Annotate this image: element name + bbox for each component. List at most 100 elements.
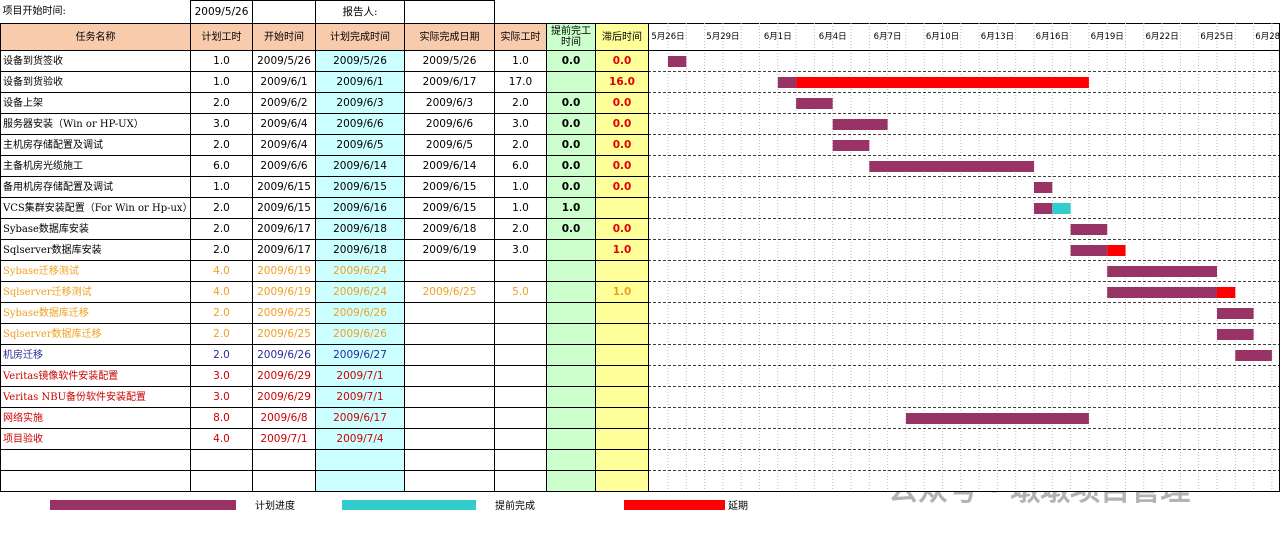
empty-row	[0, 449, 649, 471]
cell: 备用机房存储配置及调试	[0, 176, 191, 198]
cell: 2009/6/15	[315, 176, 405, 198]
plan-bar	[668, 56, 687, 67]
empty-row	[0, 470, 649, 492]
cell: 2009/6/3	[315, 92, 405, 114]
cell: 设备到货验收	[0, 71, 191, 93]
cell	[546, 281, 596, 303]
watermark: 公众号 · 墩墩项目管理	[888, 492, 1190, 508]
cell	[546, 365, 596, 387]
cell: 1.0	[595, 281, 649, 303]
cell: 2009/6/2	[252, 92, 316, 114]
cell: 2009/7/1	[252, 428, 316, 450]
cell	[595, 197, 649, 219]
cell: 设备上架	[0, 92, 191, 114]
cell: 2009/6/15	[404, 197, 495, 219]
cell	[546, 302, 596, 324]
task-row: 主机房存储配置及调试 2.0 2009/6/4 2009/6/5 2009/6/5 2.0…	[0, 134, 649, 156]
plan-bar	[1070, 245, 1108, 256]
cell: 2.0	[494, 92, 547, 114]
cell: 2.0	[190, 344, 253, 366]
task-row: 机房迁移 2.0 2009/6/26 2009/6/27	[0, 344, 649, 366]
legend-swatch	[342, 500, 476, 510]
cell: 2009/6/17	[252, 239, 316, 261]
cell	[315, 449, 405, 471]
cell	[494, 323, 547, 345]
cell: 2009/7/1	[315, 365, 405, 387]
cell	[252, 0, 316, 24]
cell	[252, 470, 316, 492]
timeline-label: 6月13日	[981, 32, 1014, 42]
cell	[404, 365, 495, 387]
cell: 2009/6/15	[252, 197, 316, 219]
cell: 2009/6/24	[315, 260, 405, 282]
timeline-label: 6月28日	[1255, 32, 1280, 42]
cell: 2.0	[190, 239, 253, 261]
cell: 2009/7/4	[315, 428, 405, 450]
cell: 2009/6/15	[404, 176, 495, 198]
cell: Sybase数据库安装	[0, 218, 191, 240]
task-row: 服务器安装（Win or HP-UX） 3.0 2009/6/4 2009/6/6 20…	[0, 113, 649, 135]
cell	[494, 407, 547, 429]
cell: 2009/5/26	[404, 50, 495, 72]
cell: 2009/6/15	[252, 176, 316, 198]
plan-bar	[832, 140, 870, 151]
cell	[315, 470, 405, 492]
plan-bar	[832, 119, 888, 130]
cell: 2009/6/1	[252, 71, 316, 93]
cell	[546, 428, 596, 450]
plan-bar	[905, 413, 1089, 424]
task-row: Sqlserver迁移测试 4.0 2009/6/19 2009/6/24 2009/6…	[0, 281, 649, 303]
cell: 4.0	[190, 428, 253, 450]
timeline-label: 5月29日	[706, 32, 739, 42]
cell	[595, 407, 649, 429]
cell: 2009/6/4	[252, 113, 316, 135]
cell: 4.0	[190, 281, 253, 303]
cell	[546, 407, 596, 429]
start-date: 2009/5/26	[190, 0, 253, 24]
cell	[0, 449, 191, 471]
cell: Sqlserver数据库安装	[0, 239, 191, 261]
column-header: 提前完工时间	[546, 23, 596, 51]
column-header: 计划完成时间	[315, 23, 405, 51]
cell: 2009/6/26	[252, 344, 316, 366]
cell: 2009/6/27	[315, 344, 405, 366]
cell: 17.0	[494, 71, 547, 93]
advance-bar	[1052, 203, 1071, 214]
task-row: Sybase数据库安装 2.0 2009/6/17 2009/6/18 2009/6/1…	[0, 218, 649, 240]
plan-bar	[777, 77, 797, 88]
task-row: 主备机房光缆施工 6.0 2009/6/6 2009/6/14 2009/6/14 6.0…	[0, 155, 649, 177]
cell: 2.0	[494, 218, 547, 240]
cell	[494, 428, 547, 450]
cell: 网络实施	[0, 407, 191, 429]
plan-bar	[1107, 287, 1217, 298]
cell: 0.0	[595, 176, 649, 198]
cell: 2009/6/4	[252, 134, 316, 156]
timeline-label: 6月4日	[819, 32, 847, 42]
cell: 2009/6/3	[404, 92, 495, 114]
top-row: 项目开始时间: 2009/5/26 报告人:	[1, 0, 649, 24]
task-row: 设备上架 2.0 2009/6/2 2009/6/3 2009/6/3 2.0 0.0 0.0	[0, 92, 649, 114]
cell: 2009/7/1	[315, 386, 405, 408]
cell	[404, 323, 495, 345]
cell: 2009/6/18	[315, 239, 405, 261]
cell: 1.0	[190, 71, 253, 93]
legend-label: 提前完成	[495, 499, 535, 512]
cell: 6.0	[494, 155, 547, 177]
cell: 16.0	[595, 71, 649, 93]
cell: 2009/6/25	[404, 281, 495, 303]
timeline-label: 6月19日	[1091, 32, 1124, 42]
cell	[404, 386, 495, 408]
cell: 0.0	[546, 218, 596, 240]
cell	[547, 1, 596, 24]
column-header: 实际工时	[494, 23, 547, 51]
task-row: 设备到货验收 1.0 2009/6/1 2009/6/1 2009/6/17 17.0 16…	[0, 71, 649, 93]
cell: 2009/6/5	[315, 134, 405, 156]
cell	[404, 449, 495, 471]
cell	[494, 260, 547, 282]
cell: 2.0	[190, 323, 253, 345]
cell	[494, 386, 547, 408]
plan-bar	[1217, 308, 1254, 319]
cell: 2009/6/25	[252, 323, 316, 345]
cell: 2009/6/17	[404, 71, 495, 93]
